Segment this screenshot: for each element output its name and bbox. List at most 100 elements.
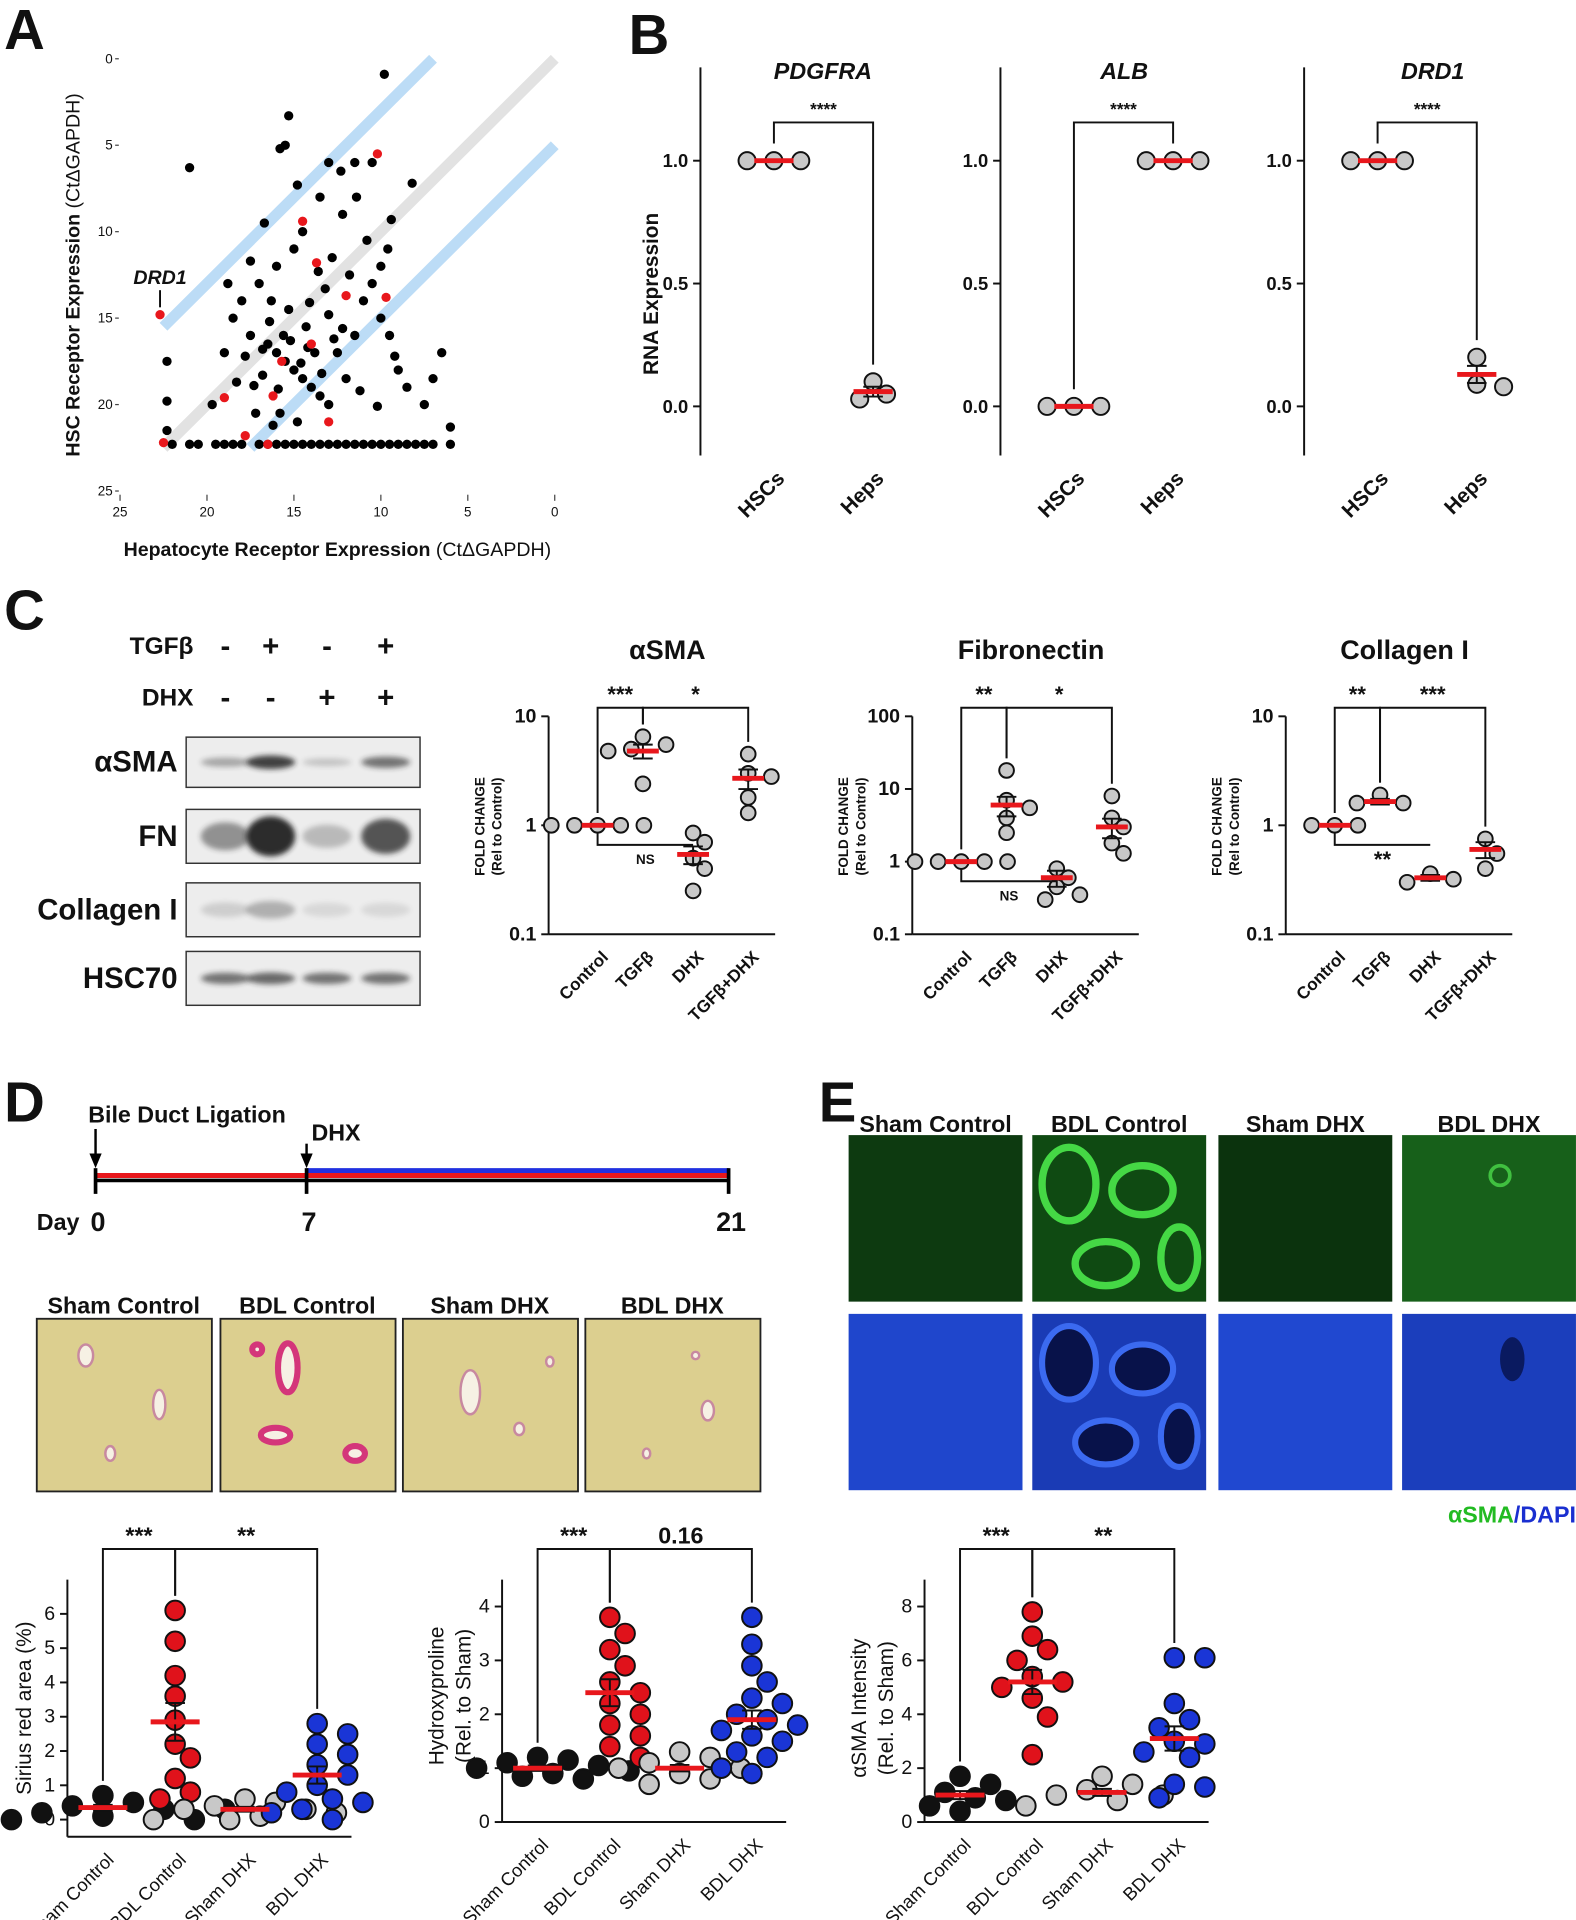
scatter-point — [350, 330, 360, 341]
data-point — [1394, 794, 1412, 812]
scatter-point — [297, 216, 308, 226]
scatter-point — [297, 227, 308, 237]
significance-label: **** — [1414, 99, 1441, 119]
data-point — [756, 1746, 778, 1769]
scatter-point — [277, 356, 287, 367]
scatter-point — [162, 356, 172, 367]
scatter-point — [158, 437, 169, 448]
scatter-point — [284, 304, 294, 315]
data-point — [991, 1676, 1013, 1699]
image-label: Sham DHX — [430, 1292, 549, 1318]
data-point — [1163, 1692, 1186, 1715]
scatter-point — [240, 431, 250, 441]
scatter-point — [167, 439, 177, 449]
scatter-point — [376, 313, 386, 323]
scatter-point — [219, 439, 230, 449]
scatter-point — [228, 313, 238, 323]
data-point — [599, 1714, 621, 1736]
scatter-point — [355, 386, 365, 396]
scatter-point — [367, 157, 377, 168]
scatter-point — [344, 270, 355, 280]
data-point — [929, 853, 947, 870]
scatter-point — [376, 439, 386, 449]
y-tick-label: 5 — [44, 1637, 55, 1659]
scatter-point — [228, 439, 238, 449]
blot-band — [246, 972, 296, 985]
data-point — [741, 1633, 763, 1656]
reference-line — [159, 54, 437, 331]
x-axis-label-unit: (CtΔGAPDH) — [436, 539, 551, 561]
data-point — [1021, 1625, 1044, 1647]
significance-label: *** — [607, 682, 633, 707]
data-point — [876, 384, 897, 404]
y-tick-label: 3 — [44, 1706, 55, 1728]
vessel — [700, 1399, 716, 1422]
reference-line — [246, 141, 559, 452]
asma-ring — [1157, 1223, 1202, 1292]
data-point — [173, 1798, 195, 1821]
scatter-point — [313, 266, 323, 277]
y-tick-label: 1.0 — [1266, 150, 1292, 171]
figure-legend: αSMA/DAPI — [1448, 1502, 1576, 1528]
data-point — [614, 1655, 636, 1677]
blot-band — [361, 902, 411, 917]
scatter-point — [254, 278, 264, 289]
significance-label: *** — [125, 1523, 153, 1549]
scatter-point — [428, 439, 438, 449]
data-point — [542, 816, 560, 834]
scatter-point — [306, 439, 316, 449]
data-point — [1036, 1706, 1059, 1728]
data-point — [306, 1733, 328, 1755]
y-tick-label: 1.0 — [963, 150, 989, 171]
significance-bracket — [1005, 706, 1113, 784]
data-point — [572, 1768, 595, 1790]
y-axis-label: HSC Receptor Expression (CtΔGAPDH) — [63, 93, 85, 456]
data-point — [164, 1599, 186, 1622]
chart-title: PDGFRA — [774, 58, 872, 84]
y-tick-label: 10 — [878, 778, 900, 800]
x-tick-label: Sham Control — [881, 1834, 975, 1920]
data-point — [599, 1735, 621, 1758]
scatter-point — [327, 252, 337, 263]
asma-ring — [1038, 1143, 1100, 1225]
vessel — [104, 1444, 117, 1463]
y-tick-label: 4 — [44, 1671, 55, 1693]
vessel — [77, 1343, 95, 1368]
significance-bracket — [1379, 706, 1487, 827]
dapi-hole — [1108, 1341, 1177, 1397]
scatter-point — [324, 439, 334, 449]
scatter-point — [219, 348, 230, 358]
significance-bracket — [960, 868, 1057, 883]
asma-ring — [1488, 1163, 1512, 1188]
scatter-point — [367, 439, 377, 449]
chart-title: Fibronectin — [958, 635, 1105, 665]
data-point — [526, 1746, 549, 1769]
blot-band — [361, 756, 411, 768]
treatment-sign: - — [220, 681, 230, 714]
data-point — [739, 789, 757, 806]
x-tick-label: BDL Control — [962, 1834, 1047, 1919]
significance-label: ** — [1374, 847, 1392, 872]
chart-title: DRD1 — [1401, 58, 1464, 84]
scatter-point — [336, 166, 346, 176]
scatter-point — [324, 417, 334, 427]
treatment-label: DHX — [142, 684, 194, 711]
legend-part: αSMA — [1448, 1502, 1514, 1528]
data-point — [496, 1751, 518, 1774]
significance-bracket — [608, 1548, 753, 1603]
legend-part: DAPI — [1520, 1502, 1576, 1528]
histology-image — [35, 1317, 213, 1493]
scatter-point — [289, 439, 299, 449]
data-point — [1178, 1708, 1201, 1731]
significance-label: ** — [237, 1523, 256, 1549]
scatter-point — [381, 292, 391, 303]
scatter-point — [315, 192, 325, 202]
data-point — [1163, 1773, 1186, 1796]
y-tick-label: 2 — [901, 1757, 912, 1779]
panel-label: C — [4, 578, 45, 641]
data-point — [1445, 870, 1462, 888]
scatter-point — [297, 439, 308, 449]
scatter-point — [284, 111, 294, 121]
y-tick-label: 0.5 — [1266, 273, 1292, 294]
data-point — [1194, 1733, 1216, 1755]
